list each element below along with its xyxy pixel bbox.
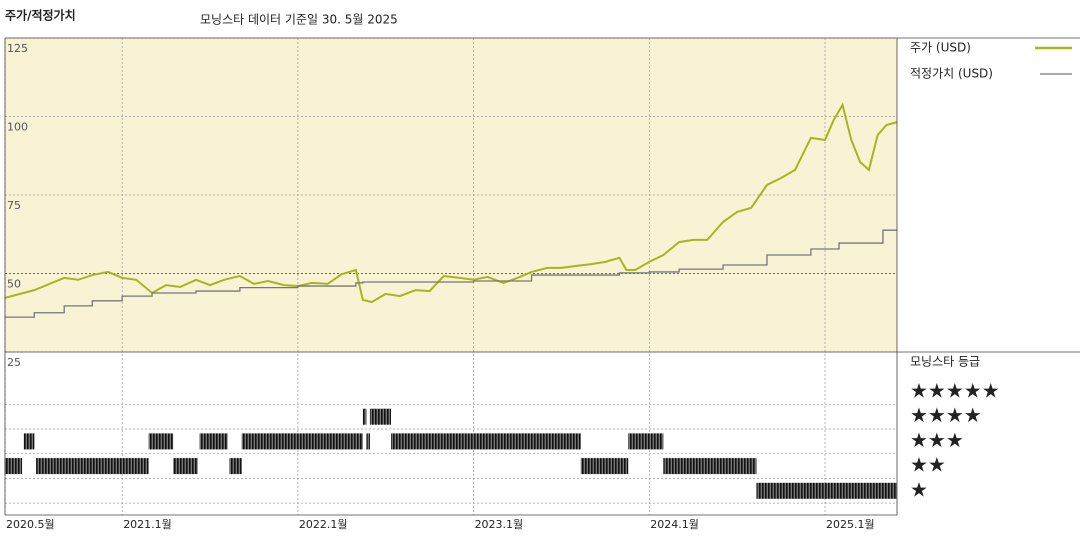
rating-bar <box>391 433 581 450</box>
rating-bar <box>148 433 174 450</box>
rating-label: ★★★ <box>910 428 964 452</box>
x-tick-label: 2025.1월 <box>826 518 875 531</box>
rating-label: ★ <box>910 477 928 501</box>
y-tick-label: 75 <box>7 199 21 212</box>
y-tick-label: 25 <box>7 356 21 369</box>
rating-bar <box>663 458 757 475</box>
legend-label: 적정가치 (USD) <box>910 67 993 81</box>
rating-bar <box>241 433 363 450</box>
x-tick-label: 2023.1월 <box>475 518 524 531</box>
rating-bar <box>366 433 370 450</box>
series-line <box>4 102 898 304</box>
rating-bar <box>36 458 149 475</box>
rating-bar <box>362 408 367 425</box>
rating-bar <box>628 433 664 450</box>
rating-bar <box>199 433 228 450</box>
x-tick-label: 2020.5월 <box>6 518 55 531</box>
x-tick-label: 2022.1월 <box>299 518 348 531</box>
rating-label: ★★ <box>910 453 946 477</box>
rating-bar <box>4 458 23 475</box>
chart-title: 주가/적정가치 <box>5 8 76 23</box>
rating-bar <box>23 433 35 450</box>
rating-bar <box>756 482 897 499</box>
y-tick-label: 125 <box>7 42 28 55</box>
series-line <box>4 229 897 318</box>
x-tick-label: 2021.1월 <box>123 518 172 531</box>
chart-subtitle: 모닝스타 데이터 기준일 30. 5월 2025 <box>200 13 398 27</box>
rating-label: ★★★★★ <box>910 379 1000 403</box>
y-tick-label: 50 <box>7 278 21 291</box>
rating-bar <box>369 408 392 425</box>
y-tick-label: 100 <box>7 121 28 134</box>
rating-bar <box>229 458 242 475</box>
rating-label: ★★★★ <box>910 403 982 427</box>
rating-bar <box>580 458 629 475</box>
rating-bar <box>173 458 198 475</box>
legend-label: 주가 (USD) <box>910 41 971 55</box>
x-tick-label: 2024.1월 <box>650 518 699 531</box>
rating-title: 모닝스타 등급 <box>910 355 980 369</box>
